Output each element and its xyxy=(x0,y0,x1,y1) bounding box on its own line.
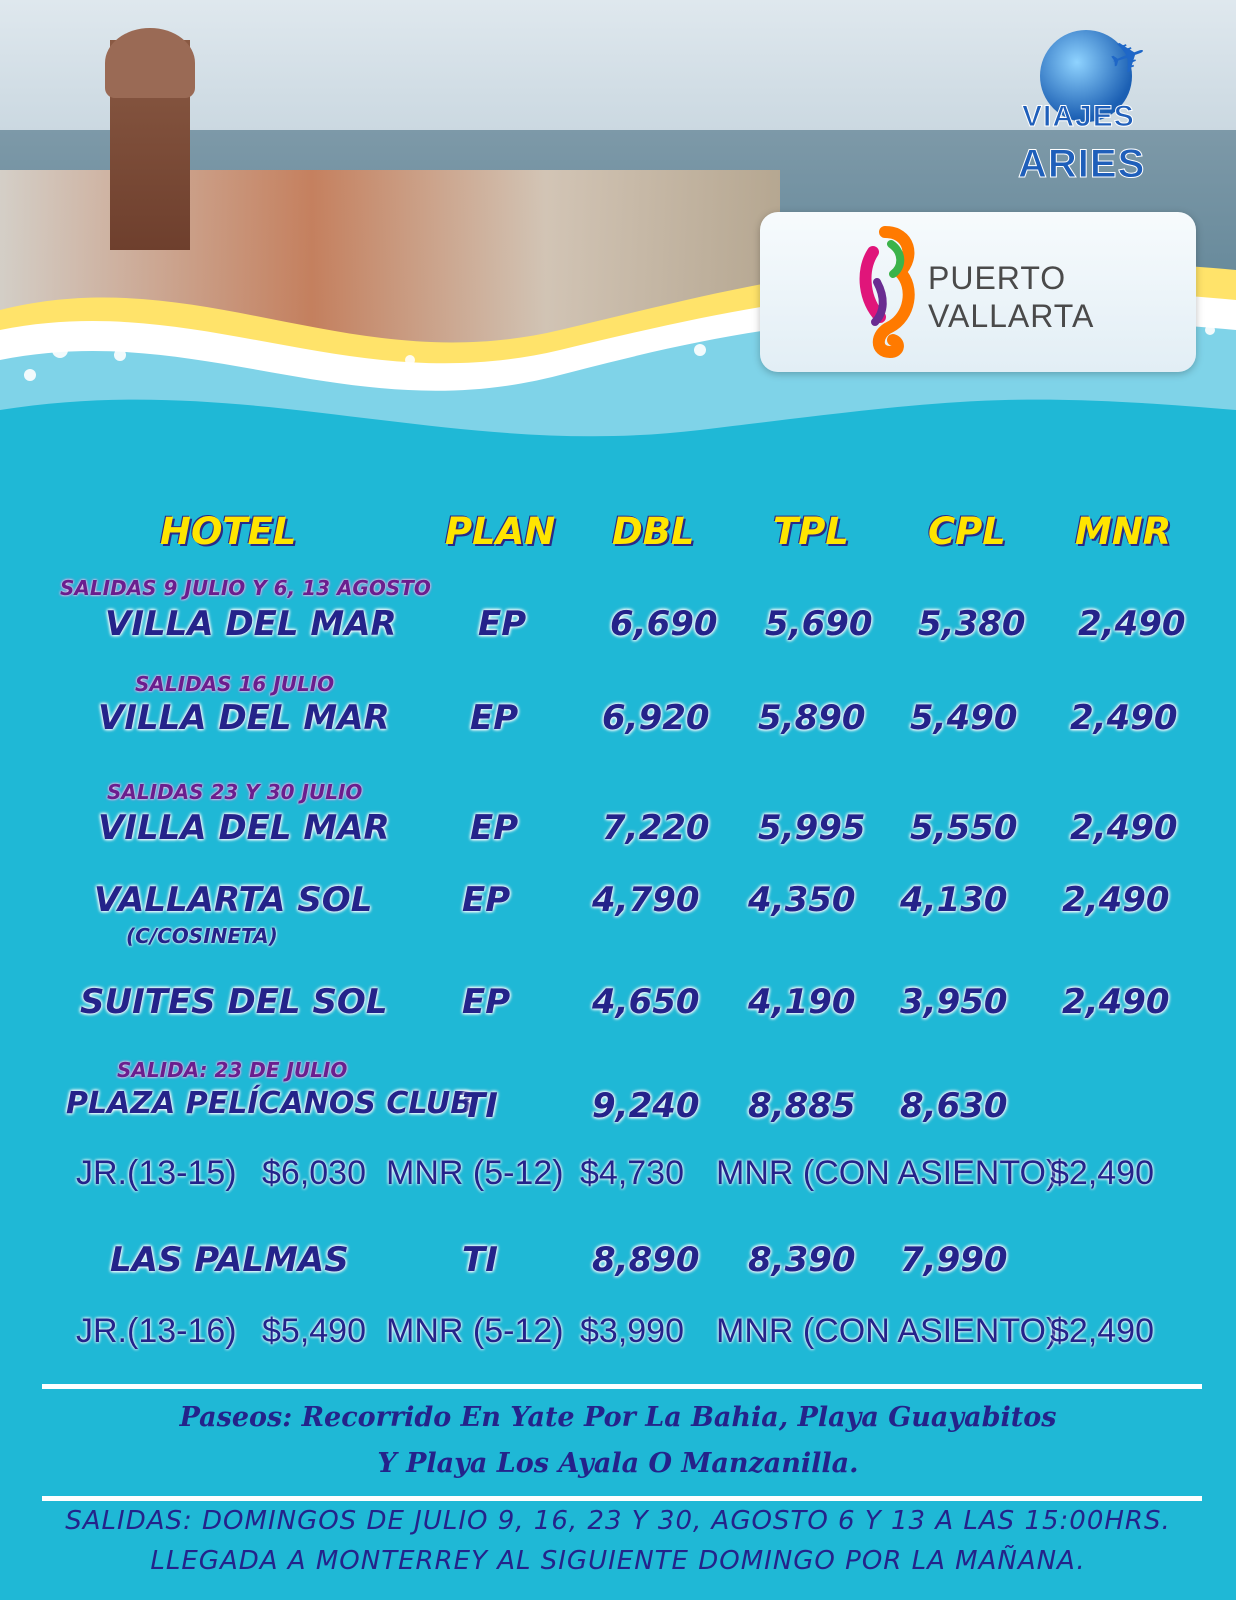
divider xyxy=(42,1384,1202,1389)
price-tpl: 8,390 xyxy=(748,1240,856,1280)
price-dbl: 6,920 xyxy=(602,698,710,738)
price-cpl: 8,630 xyxy=(900,1086,1008,1126)
hotel-name: VILLA DEL MAR xyxy=(98,808,390,848)
price-tpl: 5,690 xyxy=(765,604,873,644)
price-cpl: 5,550 xyxy=(910,808,1018,848)
mnr-label: MNR (5-12) xyxy=(386,1312,564,1350)
paseos-line1: Paseos: Recorrido En Yate Por La Bahia, … xyxy=(179,1402,1057,1433)
brand-line2: ARIES xyxy=(1017,142,1146,187)
row-note: SALIDAS 23 Y 30 JULIO xyxy=(107,780,363,804)
plan: TI xyxy=(462,1240,498,1280)
row-note: SALIDAS 16 JULIO xyxy=(135,672,335,696)
price-cpl: 4,130 xyxy=(900,880,1008,920)
destination-line2: VALLARTA xyxy=(928,298,1095,334)
seat-price: $2,490 xyxy=(1050,1312,1154,1350)
seat-label: MNR (CON ASIENTO) xyxy=(716,1154,1058,1192)
plan: EP xyxy=(462,982,511,1022)
header-dbl: DBL xyxy=(612,510,695,553)
price-mnr: 2,490 xyxy=(1062,982,1170,1022)
price-mnr: 2,490 xyxy=(1070,698,1178,738)
header-tpl: TPL xyxy=(773,510,849,553)
hotel-name: PLAZA PELÍCANOS CLUB xyxy=(66,1086,474,1121)
price-tpl: 4,350 xyxy=(748,880,856,920)
hotel-name: VILLA DEL MAR xyxy=(98,698,390,738)
price-dbl: 6,690 xyxy=(610,604,718,644)
price-mnr: 2,490 xyxy=(1078,604,1186,644)
price-cpl: 7,990 xyxy=(900,1240,1008,1280)
row-note: SALIDAS 9 JULIO Y 6, 13 AGOSTO xyxy=(60,576,431,600)
price-tpl: 5,890 xyxy=(758,698,866,738)
sky xyxy=(0,0,1236,150)
divider xyxy=(42,1496,1202,1501)
price-dbl: 4,790 xyxy=(592,880,700,920)
viajes-aries-logo: ✈ VIAJES ARIES xyxy=(1010,20,1180,190)
jr-label: JR.(13-16) xyxy=(76,1312,237,1350)
seat-price: $2,490 xyxy=(1050,1154,1154,1192)
price-dbl: 7,220 xyxy=(602,808,710,848)
price-tpl: 5,995 xyxy=(758,808,866,848)
mnr-label: MNR (5-12) xyxy=(386,1154,564,1192)
salidas-line2: LLEGADA A MONTERREY AL SIGUIENTE DOMINGO… xyxy=(150,1546,1086,1576)
row-note: SALIDA: 23 DE JULIO xyxy=(117,1058,348,1082)
church-crown xyxy=(105,28,195,98)
puerto-vallarta-logo: PUERTO VALLARTA xyxy=(760,212,1196,372)
price-dbl: 8,890 xyxy=(592,1240,700,1280)
jr-price: $5,490 xyxy=(262,1312,366,1350)
hotel-name: SUITES DEL SOL xyxy=(80,982,388,1022)
price-cpl: 5,490 xyxy=(910,698,1018,738)
seahorse-logo xyxy=(859,226,915,359)
brand-line1: VIAJES xyxy=(1022,100,1135,134)
mnr-price: $3,990 xyxy=(580,1312,684,1350)
jr-price: $6,030 xyxy=(262,1154,366,1192)
plan: TI xyxy=(462,1086,498,1126)
hotel-name: VALLARTA SOL xyxy=(94,880,373,920)
globe-icon xyxy=(1040,30,1132,122)
hotel-subtitle: (C/COSINETA) xyxy=(126,924,278,948)
price-cpl: 5,380 xyxy=(918,604,1026,644)
header-cpl: CPL xyxy=(928,510,1006,553)
destination-line1: PUERTO xyxy=(928,260,1067,296)
header-plan: PLAN xyxy=(445,510,556,553)
price-cpl: 3,950 xyxy=(900,982,1008,1022)
plan: EP xyxy=(470,808,519,848)
header-mnr: MNR xyxy=(1075,510,1172,553)
header-hotel: HOTEL xyxy=(160,510,297,553)
price-mnr: 2,490 xyxy=(1062,880,1170,920)
price-tpl: 8,885 xyxy=(748,1086,856,1126)
price-dbl: 9,240 xyxy=(592,1086,700,1126)
mnr-price: $4,730 xyxy=(580,1154,684,1192)
paseos-line2: Y Playa Los Ayala O Manzanilla. xyxy=(377,1448,859,1479)
seat-label: MNR (CON ASIENTO) xyxy=(716,1312,1058,1350)
plan: EP xyxy=(462,880,511,920)
jr-label: JR.(13-15) xyxy=(76,1154,237,1192)
price-dbl: 4,650 xyxy=(592,982,700,1022)
price-mnr: 2,490 xyxy=(1070,808,1178,848)
plan: EP xyxy=(478,604,527,644)
plan: EP xyxy=(470,698,519,738)
salidas-line1: SALIDAS: DOMINGOS DE JULIO 9, 16, 23 Y 3… xyxy=(65,1506,1171,1536)
hotel-name: LAS PALMAS xyxy=(110,1240,349,1280)
price-tpl: 4,190 xyxy=(748,982,856,1022)
hotel-name: VILLA DEL MAR xyxy=(105,604,397,644)
